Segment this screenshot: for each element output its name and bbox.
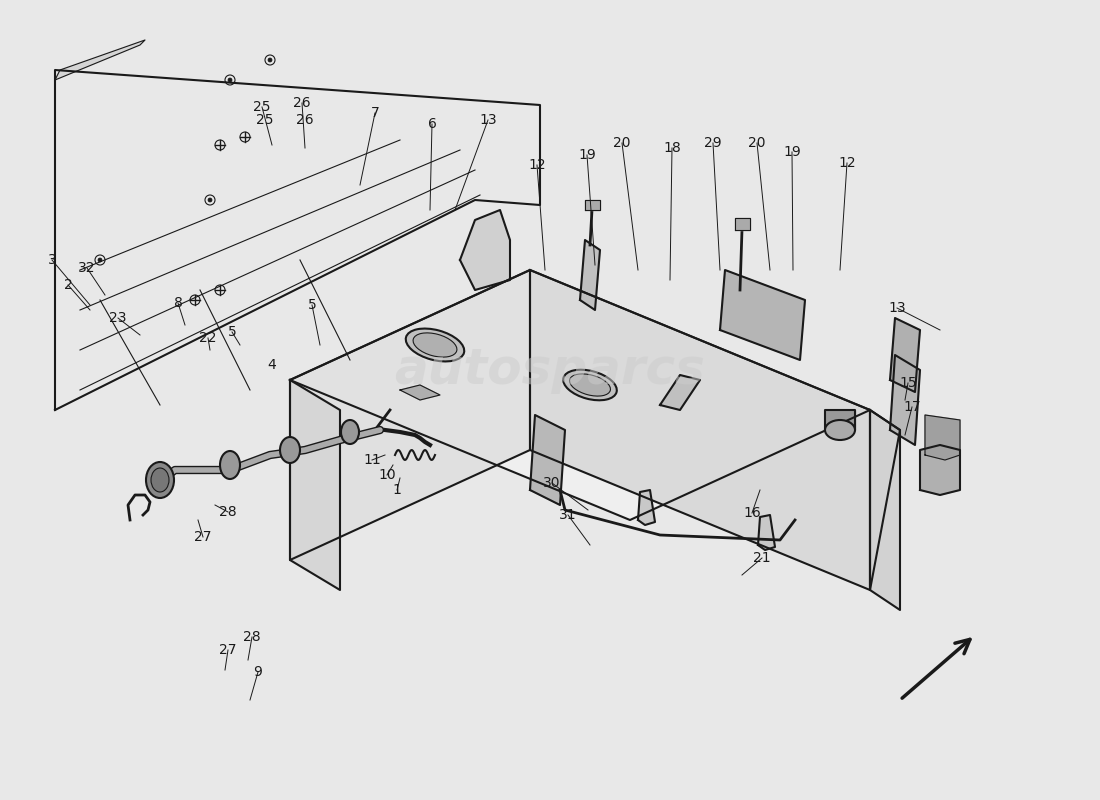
Polygon shape: [920, 445, 960, 495]
Polygon shape: [720, 270, 805, 360]
Polygon shape: [55, 40, 145, 80]
Polygon shape: [460, 210, 510, 290]
Text: 11: 11: [363, 453, 381, 467]
Polygon shape: [290, 270, 870, 520]
Polygon shape: [870, 410, 900, 610]
Polygon shape: [585, 200, 600, 210]
Text: 6: 6: [428, 117, 437, 131]
Polygon shape: [890, 355, 920, 445]
Text: 31: 31: [559, 508, 576, 522]
Text: 15: 15: [899, 376, 916, 390]
Text: 23: 23: [109, 311, 126, 325]
Text: 29: 29: [704, 136, 722, 150]
Circle shape: [228, 78, 232, 82]
Polygon shape: [580, 240, 600, 310]
Polygon shape: [55, 70, 540, 410]
Text: 20: 20: [614, 136, 630, 150]
Text: 10: 10: [378, 468, 396, 482]
Polygon shape: [825, 410, 855, 430]
Text: 28: 28: [243, 630, 261, 644]
Circle shape: [98, 258, 102, 262]
Polygon shape: [530, 415, 565, 505]
Ellipse shape: [151, 468, 169, 492]
Text: 30: 30: [543, 476, 561, 490]
Ellipse shape: [406, 329, 464, 362]
Text: 4: 4: [267, 358, 276, 372]
Text: 19: 19: [579, 148, 596, 162]
Text: 8: 8: [174, 296, 183, 310]
Polygon shape: [290, 380, 340, 590]
Text: 26: 26: [294, 96, 311, 110]
Polygon shape: [638, 490, 654, 525]
Ellipse shape: [280, 437, 300, 463]
Text: 27: 27: [219, 643, 236, 657]
Text: 9: 9: [254, 665, 263, 679]
Text: autosparcs: autosparcs: [395, 346, 705, 394]
Text: 32: 32: [78, 261, 96, 275]
Text: 25: 25: [253, 100, 271, 114]
Polygon shape: [530, 270, 870, 590]
Text: 13: 13: [480, 113, 497, 127]
Text: 1: 1: [393, 483, 402, 497]
Polygon shape: [925, 415, 960, 460]
Circle shape: [268, 58, 272, 62]
Text: 17: 17: [903, 400, 921, 414]
Polygon shape: [400, 385, 440, 400]
Text: 3: 3: [47, 253, 56, 267]
Text: 5: 5: [308, 298, 317, 312]
Text: 22: 22: [199, 331, 217, 345]
Text: 12: 12: [528, 158, 546, 172]
Polygon shape: [890, 318, 920, 392]
Text: 28: 28: [219, 505, 236, 519]
Ellipse shape: [341, 420, 359, 444]
Text: 19: 19: [783, 145, 801, 159]
Polygon shape: [758, 515, 776, 550]
Text: 7: 7: [371, 106, 380, 120]
Ellipse shape: [146, 462, 174, 498]
Circle shape: [208, 198, 212, 202]
Ellipse shape: [563, 370, 617, 400]
Text: 18: 18: [663, 141, 681, 155]
Text: 20: 20: [748, 136, 766, 150]
Text: 26: 26: [296, 113, 314, 127]
Text: 12: 12: [838, 156, 856, 170]
Ellipse shape: [414, 333, 456, 357]
Text: 5: 5: [228, 325, 236, 339]
Polygon shape: [735, 218, 750, 230]
Ellipse shape: [570, 374, 611, 396]
Text: 2: 2: [64, 278, 73, 292]
Ellipse shape: [825, 420, 855, 440]
Ellipse shape: [220, 451, 240, 479]
Text: 21: 21: [754, 551, 771, 565]
Text: 27: 27: [195, 530, 211, 544]
Text: 13: 13: [888, 301, 905, 315]
Text: 25: 25: [256, 113, 274, 127]
Polygon shape: [660, 375, 700, 410]
Text: 16: 16: [744, 506, 761, 520]
Polygon shape: [870, 410, 900, 590]
Polygon shape: [290, 270, 530, 560]
